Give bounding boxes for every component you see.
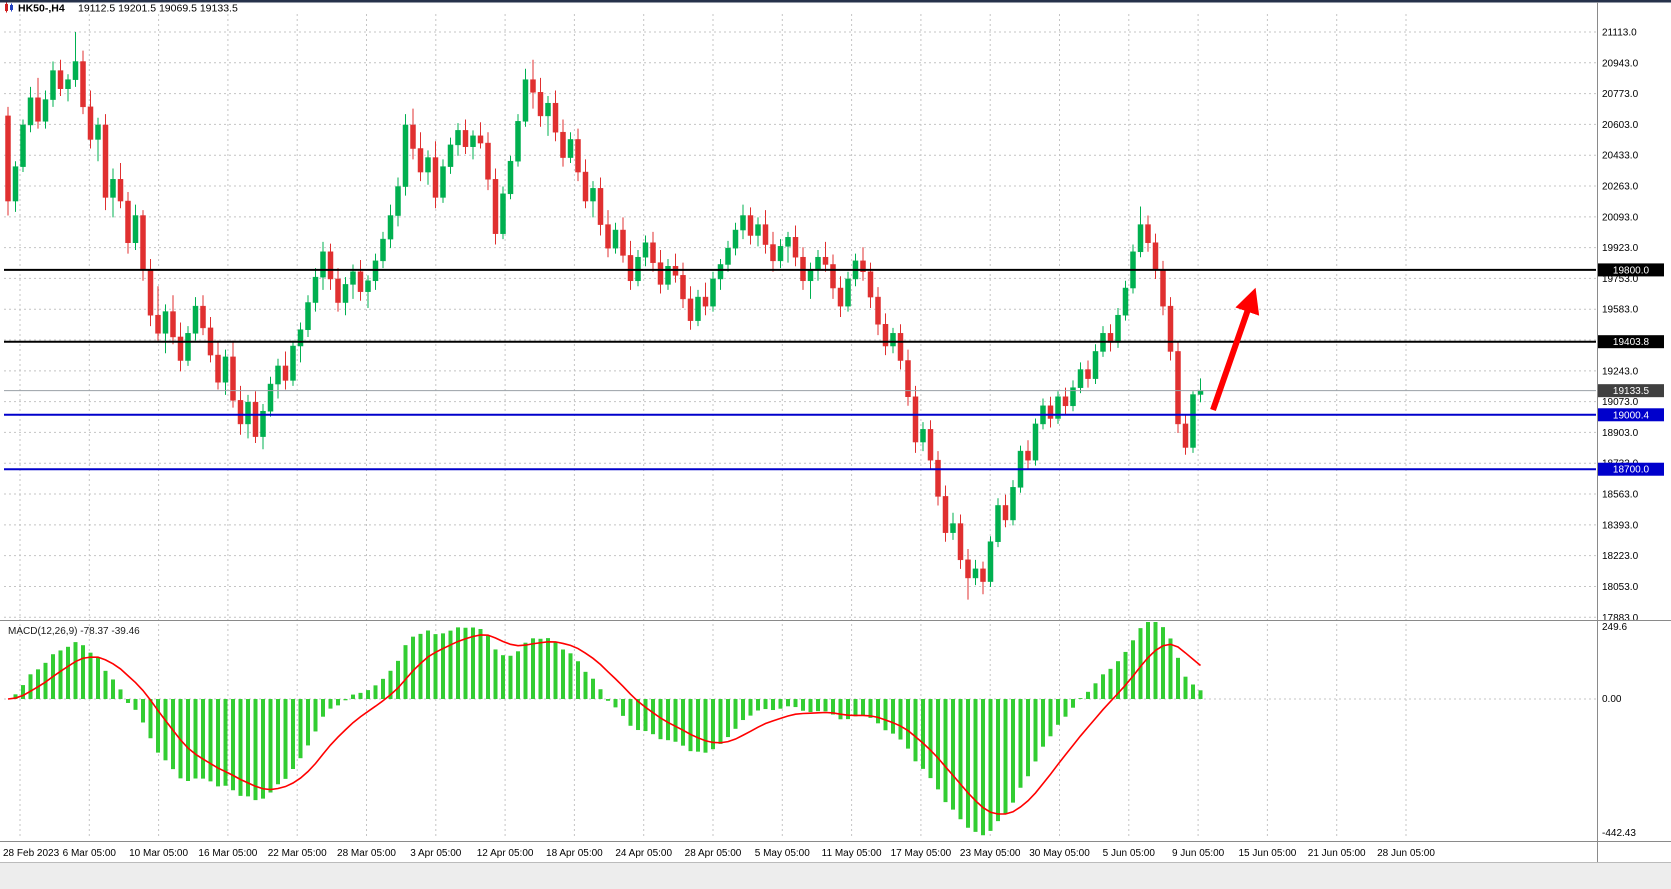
svg-text:-442.43: -442.43 <box>1602 828 1636 839</box>
svg-text:28 Mar 05:00: 28 Mar 05:00 <box>337 848 396 859</box>
trend-arrow-annotation[interactable] <box>1210 287 1260 411</box>
svg-text:5 Jun 05:00: 5 Jun 05:00 <box>1103 848 1156 859</box>
svg-text:249.6: 249.6 <box>1602 622 1627 633</box>
macd-indicator <box>7 622 1203 836</box>
svg-text:20093.0: 20093.0 <box>1602 212 1639 223</box>
svg-text:5 May 05:00: 5 May 05:00 <box>755 848 810 859</box>
svg-text:16 Mar 05:00: 16 Mar 05:00 <box>198 848 257 859</box>
svg-text:9 Jun 05:00: 9 Jun 05:00 <box>1172 848 1225 859</box>
ohlc-quote-label: 19112.5 19201.5 19069.5 19133.5 <box>78 3 238 15</box>
svg-text:28 Feb 2023: 28 Feb 2023 <box>3 848 60 859</box>
chart-plot-area[interactable] <box>4 14 1596 620</box>
svg-text:19073.0: 19073.0 <box>1602 397 1639 408</box>
svg-text:18053.0: 18053.0 <box>1602 582 1639 593</box>
bottom-band <box>0 863 1671 889</box>
svg-text:19583.0: 19583.0 <box>1602 305 1639 316</box>
svg-text:18393.0: 18393.0 <box>1602 520 1639 531</box>
svg-text:20433.0: 20433.0 <box>1602 151 1639 162</box>
svg-text:17 May 05:00: 17 May 05:00 <box>891 848 952 859</box>
symbol-period-label: HK50-,H4 <box>18 3 65 15</box>
svg-text:18700.0: 18700.0 <box>1613 465 1650 476</box>
svg-text:21 Jun 05:00: 21 Jun 05:00 <box>1308 848 1366 859</box>
svg-text:11 May 05:00: 11 May 05:00 <box>822 848 882 859</box>
svg-text:20943.0: 20943.0 <box>1602 58 1639 69</box>
svg-text:30 May 05:00: 30 May 05:00 <box>1029 848 1090 859</box>
svg-text:19243.0: 19243.0 <box>1602 366 1639 377</box>
svg-text:19923.0: 19923.0 <box>1602 243 1639 254</box>
chart-icon <box>5 2 13 13</box>
svg-text:19000.4: 19000.4 <box>1613 410 1650 421</box>
gridlines <box>4 14 1596 838</box>
svg-text:19133.5: 19133.5 <box>1613 386 1650 397</box>
svg-text:0.00: 0.00 <box>1602 694 1622 705</box>
svg-text:28 Apr 05:00: 28 Apr 05:00 <box>685 848 742 859</box>
svg-text:12 Apr 05:00: 12 Apr 05:00 <box>477 848 534 859</box>
svg-text:18223.0: 18223.0 <box>1602 551 1639 562</box>
svg-text:18 Apr 05:00: 18 Apr 05:00 <box>546 848 603 859</box>
svg-text:3 Apr 05:00: 3 Apr 05:00 <box>410 848 462 859</box>
indicator-plot-area[interactable] <box>4 622 1596 838</box>
svg-text:6 Mar 05:00: 6 Mar 05:00 <box>63 848 117 859</box>
svg-text:20773.0: 20773.0 <box>1602 89 1639 100</box>
svg-text:20603.0: 20603.0 <box>1602 120 1639 131</box>
svg-text:24 Apr 05:00: 24 Apr 05:00 <box>615 848 672 859</box>
svg-text:19800.0: 19800.0 <box>1613 265 1650 276</box>
svg-text:22 Mar 05:00: 22 Mar 05:00 <box>268 848 327 859</box>
horizontal-level-lines[interactable] <box>4 268 1596 471</box>
svg-text:21113.0: 21113.0 <box>1602 28 1637 39</box>
time-axis[interactable]: 28 Feb 2023 6 Mar 05:00 10 Mar 05:00 16 Mar… <box>3 848 1435 859</box>
svg-text:18563.0: 18563.0 <box>1602 490 1639 501</box>
svg-text:15 Jun 05:00: 15 Jun 05:00 <box>1238 848 1296 859</box>
svg-text:28 Jun 05:00: 28 Jun 05:00 <box>1377 848 1435 859</box>
svg-text:23 May 05:00: 23 May 05:00 <box>960 848 1021 859</box>
svg-text:18903.0: 18903.0 <box>1602 428 1639 439</box>
macd-parameters-label: MACD(12,26,9) -78.37 -39.46 <box>8 626 140 637</box>
candlestick-series <box>5 32 1204 600</box>
svg-text:10 Mar 05:00: 10 Mar 05:00 <box>129 848 188 859</box>
svg-text:20263.0: 20263.0 <box>1602 182 1639 193</box>
window-top-edge <box>0 0 1671 3</box>
chart-title: HK50-,H4 19112.5 19201.5 19069.5 19133.5 <box>5 2 238 15</box>
svg-text:19753.0: 19753.0 <box>1602 274 1639 285</box>
price-axis-tags: 19800.0 19403.8 19000.4 18700.0 19133.5 <box>1598 263 1664 476</box>
svg-text:17883.0: 17883.0 <box>1602 613 1639 624</box>
svg-text:19403.8: 19403.8 <box>1613 337 1650 348</box>
